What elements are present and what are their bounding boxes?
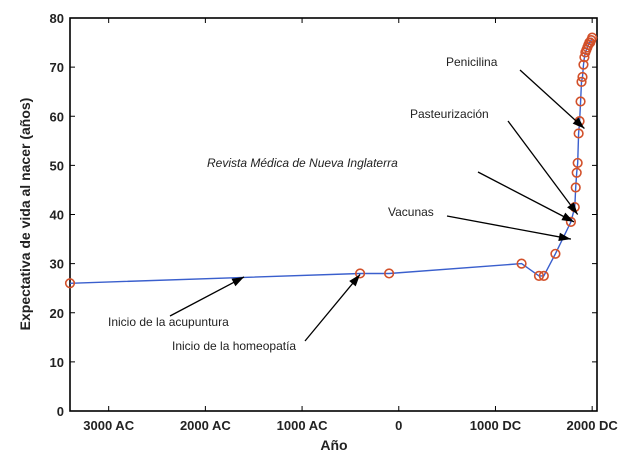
y-tick-label: 40 — [50, 208, 64, 223]
annotation-arrowhead — [567, 202, 578, 215]
x-tick-label: 1000 AC — [277, 418, 328, 433]
annotation-arrowhead — [349, 274, 361, 287]
data-point — [64, 278, 76, 289]
data-point — [577, 71, 588, 83]
annotation-layer: Inicio de la acupuntura Inicio de la home… — [108, 55, 585, 353]
data-point — [571, 167, 582, 178]
data-point — [354, 268, 366, 279]
y-tick-label: 10 — [50, 355, 64, 370]
annotation-label: Penicilina — [446, 55, 498, 69]
annotation-label: Inicio de la acupuntura — [108, 315, 229, 329]
data-point — [533, 270, 545, 282]
annotation-arrowhead — [572, 117, 585, 129]
annotation-label: Revista Médica de Nueva Inglaterra — [207, 156, 398, 170]
x-axis-label: Año — [320, 437, 347, 453]
x-tick-label: 1000 DC — [470, 418, 522, 433]
data-point — [578, 59, 589, 70]
annotation-arrow-line — [507, 120, 579, 215]
y-tick-label: 60 — [50, 109, 64, 124]
y-tick-label: 70 — [50, 60, 64, 75]
x-tick-label: 0 — [395, 418, 402, 433]
data-point — [570, 182, 581, 193]
y-tick-label: 0 — [57, 404, 64, 419]
annotation-arrow-line — [519, 69, 585, 130]
annotation-arrow-line — [477, 171, 575, 223]
data-point — [573, 128, 584, 139]
axes: 0 10 20 30 40 50 60 70 80 3000 AC 2000 AC 1000 AC 0 1… — [50, 11, 619, 433]
data-point — [538, 270, 549, 282]
y-tick-label: 30 — [50, 257, 64, 272]
data-point — [576, 76, 587, 87]
plot-area-frame — [69, 17, 598, 412]
data-point — [384, 268, 395, 279]
annotation-label: Pasteurización — [410, 107, 489, 121]
data-point — [587, 32, 598, 43]
data-point — [565, 216, 576, 227]
data-point — [579, 52, 590, 63]
annotation-arrow-line — [304, 274, 361, 342]
annotation-arrowhead — [558, 232, 571, 241]
x-tick-label: 2000 DC — [567, 418, 619, 433]
annotation-arrowhead — [561, 212, 574, 222]
x-tick-label: 3000 AC — [83, 418, 134, 433]
data-point — [550, 248, 561, 259]
annotation-label: Vacunas — [388, 205, 434, 219]
data-point — [516, 258, 527, 269]
data-point — [575, 96, 586, 107]
y-tick-label: 50 — [50, 158, 64, 173]
y-tick-label: 20 — [50, 306, 64, 321]
x-tick-label: 2000 AC — [180, 418, 231, 433]
annotation-arrow-line — [169, 276, 245, 317]
annotation-label: Inicio de la homeopatía — [172, 339, 296, 353]
annotation-arrowhead — [231, 276, 245, 287]
y-axis-label: Expectativa de vida al nacer (años) — [17, 98, 33, 331]
data-point — [572, 157, 583, 169]
annotation-arrow-line — [446, 215, 572, 240]
y-tick-label: 80 — [50, 11, 64, 26]
